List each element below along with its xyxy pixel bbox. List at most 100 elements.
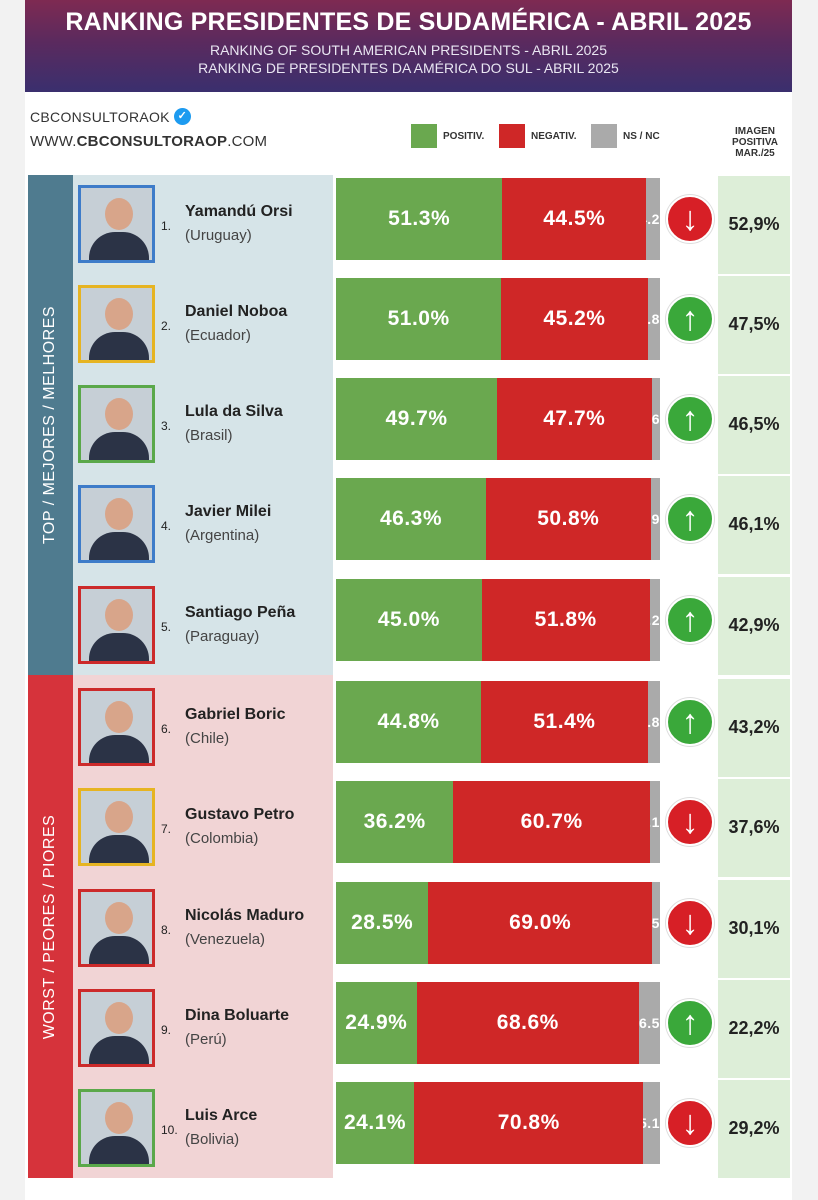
imagen-cell: 47,5% — [718, 275, 790, 375]
nsnc-segment: 2.9 — [650, 478, 660, 560]
table-row: 2. Daniel Noboa (Ecuador) 51.0% 45.2% 3.8 ↑ 47,… — [0, 275, 818, 375]
url-domain: CBCONSULTORAOP — [76, 133, 228, 150]
president-name: Santiago Peña — [185, 604, 296, 621]
arrow-down-icon: ↓ — [666, 195, 714, 243]
photo-body — [89, 432, 149, 460]
nsnc-segment: 3.8 — [647, 681, 660, 763]
nsnc-value: 3.8 — [647, 311, 660, 327]
photo-body — [89, 1036, 149, 1064]
negative-segment: 44.5% — [502, 178, 647, 260]
president-name: Nicolás Maduro — [185, 907, 305, 924]
arrow-up-icon: ↑ — [666, 295, 714, 343]
imagen-value: 29,2% — [728, 1118, 780, 1138]
president-country: (Ecuador) — [185, 327, 251, 344]
arrow-up-icon: ↑ — [666, 395, 714, 443]
nsnc-segment: 2.5 — [651, 882, 660, 964]
approval-bar: 51.0% 45.2% 3.8 — [336, 278, 660, 360]
imagen-header-line3: MAR./25 — [735, 148, 775, 159]
brand-handle: CBCONSULTORAOK — [30, 108, 170, 125]
nsnc-segment: 2.6 — [651, 378, 660, 460]
approval-bar: 24.1% 70.8% 5.1 — [336, 1082, 660, 1164]
president-name: Luis Arce — [185, 1107, 258, 1124]
photo-head — [105, 902, 133, 934]
positive-segment: 51.0% — [336, 278, 502, 360]
imagen-header-line2: POSITIVA — [732, 137, 778, 148]
negative-value: 51.4% — [533, 710, 596, 733]
nsnc-segment: 6.5 — [638, 982, 660, 1064]
imagen-cell: 30,1% — [718, 879, 790, 979]
table-row: 5.Santiago Peña(Paraguay)45.0%51.8%3.2↑4… — [0, 576, 818, 676]
photo-head — [105, 1102, 133, 1134]
president-country: (Bolivia) — [185, 1131, 240, 1148]
arrow-up-icon: ↑ — [666, 698, 714, 746]
url-prefix: WWW. — [30, 133, 77, 150]
arrow-up-icon: ↑ — [666, 596, 714, 644]
imagen-value: 47,5% — [728, 314, 780, 334]
president-country: (Uruguay) — [185, 227, 252, 244]
negative-value: 70.8% — [497, 1111, 560, 1134]
positive-segment: 24.1% — [336, 1082, 415, 1164]
positive-segment: 36.2% — [336, 781, 454, 863]
positive-value: 46.3% — [379, 507, 443, 530]
legend-positive-swatch — [411, 124, 437, 148]
imagen-value: 37,6% — [728, 817, 780, 837]
negative-value: 44.5% — [543, 207, 606, 230]
president-name: Dina Boluarte — [185, 1007, 290, 1024]
imagen-cell: 42,9% — [718, 576, 790, 676]
president-photo — [78, 385, 155, 463]
subtitle-english: RANKING OF SOUTH AMERICAN PRESIDENTS - A… — [209, 42, 608, 58]
nsnc-segment: 3.1 — [649, 781, 660, 863]
nsnc-value: 3.1 — [650, 814, 660, 830]
president-name: Javier Milei — [185, 503, 272, 520]
legend-negative-swatch — [499, 124, 525, 148]
url-suffix: .COM — [227, 133, 268, 150]
arrow-up-icon: ↑ — [666, 999, 714, 1047]
rank-number: 10. — [161, 1123, 178, 1137]
nsnc-value: 2.5 — [651, 915, 660, 931]
nsnc-segment: 3.2 — [649, 579, 660, 661]
approval-bar: 44.8% 51.4% 3.8 — [336, 681, 660, 763]
top-section-strip: TOP / MEJORES / MELHORES — [28, 175, 73, 675]
president-photo — [78, 889, 155, 967]
rank-number: 1. — [161, 219, 172, 233]
imagen-cell: 52,9% — [718, 175, 790, 275]
rank-number: 5. — [161, 620, 172, 634]
negative-segment: 69.0% — [428, 882, 652, 964]
legend-negative-label: NEGATIV. — [531, 130, 577, 142]
photo-head — [105, 701, 133, 733]
positive-value: 51.0% — [387, 307, 450, 330]
nsnc-segment: 5.1 — [643, 1082, 660, 1164]
table-row: 6. Gabriel Boric (Chile) 44.8% 51.4% 3.8 ↑ 43,2… — [0, 678, 818, 778]
positive-segment: 28.5% — [336, 882, 429, 964]
approval-bar: 24.9% 68.6% 6.5 — [336, 982, 660, 1064]
imagen-value: 42,9% — [728, 615, 780, 635]
photo-head — [105, 599, 133, 631]
president-photo — [78, 989, 155, 1067]
nsnc-value: 3.2 — [650, 612, 660, 628]
arrow-down-icon: ↓ — [666, 899, 714, 947]
nsnc-value: 3.8 — [647, 714, 660, 730]
approval-bar: 46.3% 50.8% 2.9 — [336, 478, 660, 560]
brand-url[interactable]: WWW.CBCONSULTORAOP.COM — [30, 133, 267, 150]
negative-value: 60.7% — [520, 810, 583, 833]
negative-segment: 70.8% — [414, 1082, 644, 1164]
brand-block: CBCONSULTORAOK ✓ WWW.CBCONSULTORAOP.COM — [30, 108, 267, 150]
rank-number: 4. — [161, 519, 172, 533]
president-country: (Paraguay) — [185, 628, 260, 645]
table-row: 10. Luis Arce (Bolivia) 24.1% 70.8% 5.1 ↓ 29,2% — [0, 1079, 818, 1179]
positive-value: 36.2% — [363, 810, 426, 833]
imagen-value: 52,9% — [728, 214, 780, 234]
photo-head — [105, 198, 133, 230]
nsnc-value: 5.1 — [643, 1115, 660, 1131]
nsnc-value: 2.6 — [651, 411, 660, 427]
president-country: (Colombia) — [185, 830, 259, 847]
president-photo — [78, 185, 155, 263]
president-country: (Venezuela) — [185, 931, 266, 948]
photo-head — [105, 298, 133, 330]
positive-segment: 44.8% — [336, 681, 482, 763]
negative-value: 51.8% — [534, 608, 597, 631]
negative-segment: 51.4% — [481, 681, 648, 763]
legend-nsnc-label: NS / NC — [623, 130, 660, 142]
president-name: Daniel Noboa — [185, 303, 288, 320]
imagen-cell: 46,1% — [718, 475, 790, 575]
